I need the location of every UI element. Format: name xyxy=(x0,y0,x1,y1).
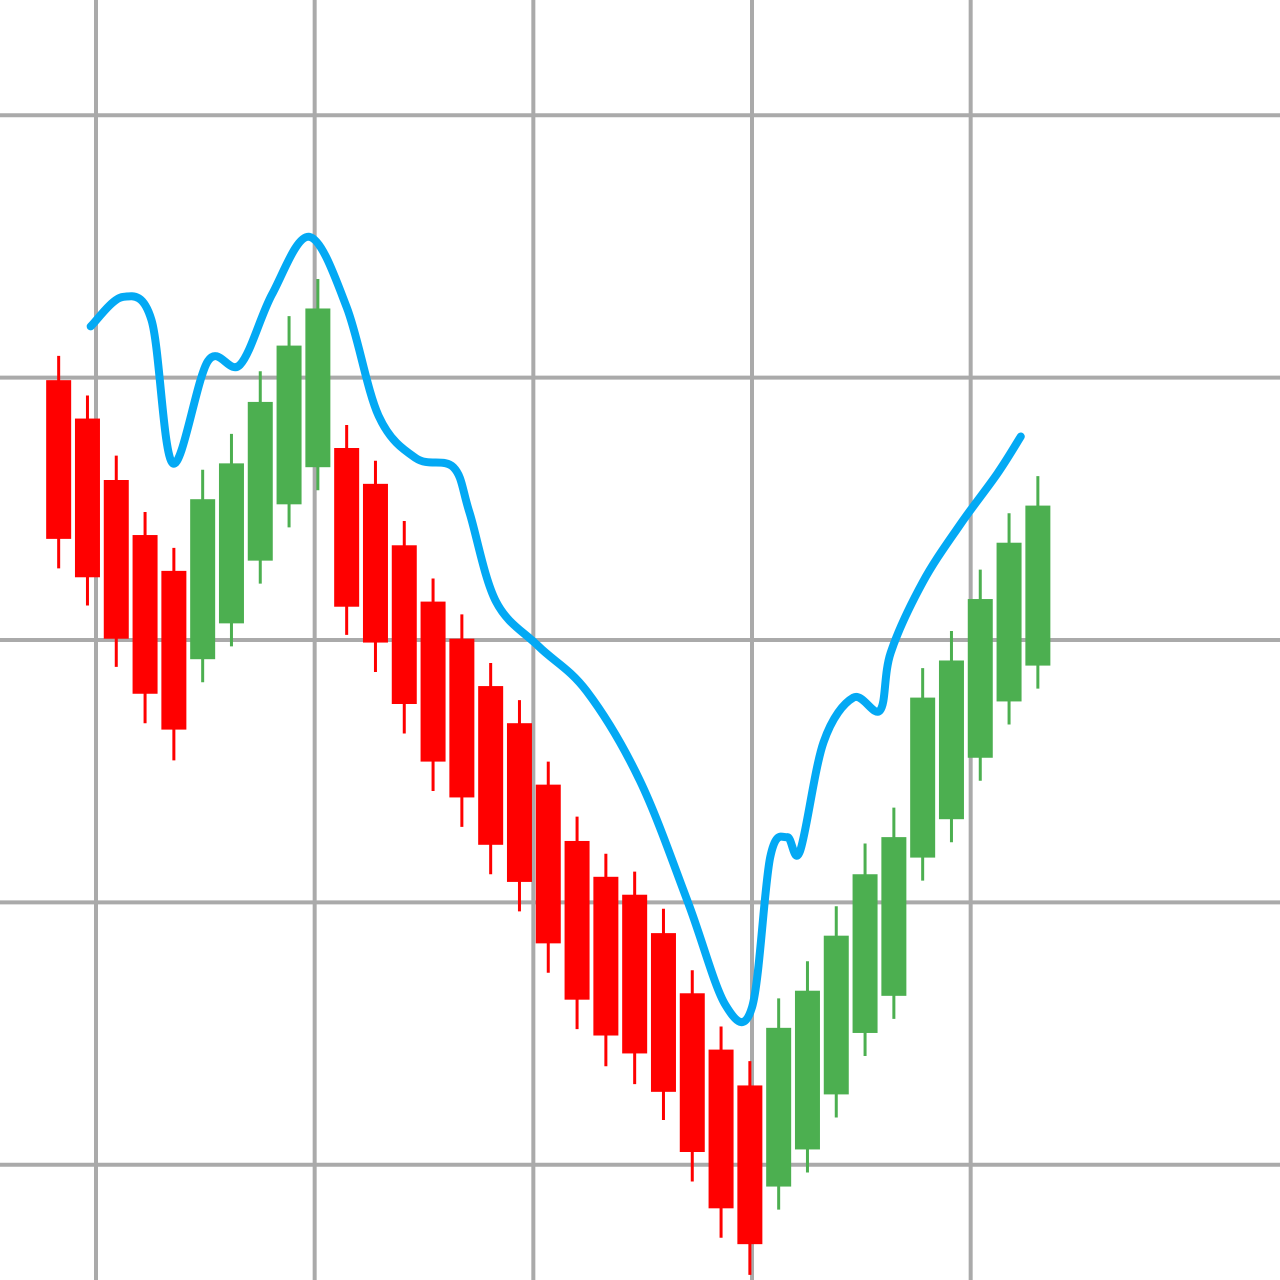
candle-up xyxy=(218,433,244,647)
candle-body xyxy=(794,990,820,1150)
candle-body xyxy=(161,570,187,730)
candle-body xyxy=(305,308,331,468)
candle-body xyxy=(996,542,1022,702)
candle-body xyxy=(334,448,360,607)
candle-body xyxy=(910,697,936,858)
candle-up xyxy=(276,316,302,528)
candle-body xyxy=(708,1049,734,1209)
candle-down xyxy=(420,578,446,792)
candle-up xyxy=(852,843,878,1056)
candle-body xyxy=(420,601,446,762)
candle-body xyxy=(564,840,590,1000)
candle-body xyxy=(218,463,244,624)
candle-body xyxy=(679,993,705,1152)
candle-down xyxy=(737,1061,763,1275)
candle-body xyxy=(132,535,158,694)
candle-up xyxy=(305,279,331,491)
candle-down xyxy=(506,700,532,912)
candle-body xyxy=(650,933,676,1092)
candle-down xyxy=(334,424,360,635)
candle-down xyxy=(564,816,590,1030)
candle-body xyxy=(506,723,532,882)
candle-body xyxy=(391,545,417,704)
candle-down xyxy=(478,663,504,875)
candle-up xyxy=(823,906,849,1118)
candle-down xyxy=(593,853,619,1067)
candle-body xyxy=(190,499,216,660)
candle-body xyxy=(881,837,907,996)
candle-up xyxy=(1025,476,1051,689)
candle-down xyxy=(622,871,648,1085)
candle-up xyxy=(910,668,936,881)
candle-down xyxy=(650,908,676,1120)
candle-body xyxy=(823,935,849,1095)
candle-body xyxy=(362,483,388,643)
candle-down xyxy=(391,520,417,734)
candle-body xyxy=(737,1085,763,1245)
candle-up xyxy=(996,513,1022,725)
overlay-line-layer xyxy=(86,232,1025,1026)
candle-up xyxy=(967,569,993,781)
candle-body xyxy=(852,874,878,1033)
candle-down xyxy=(679,970,705,1182)
candle-body xyxy=(478,686,504,845)
candle-down xyxy=(708,1026,734,1238)
candle-up xyxy=(881,807,907,1019)
candle-body xyxy=(938,660,964,820)
candle-down xyxy=(161,547,187,761)
candle-body xyxy=(46,380,72,539)
candle-body xyxy=(276,345,302,505)
candle-body xyxy=(535,784,561,944)
candle-body xyxy=(74,418,100,578)
candle-body xyxy=(766,1027,792,1187)
candle-body xyxy=(247,401,273,561)
overlay-line xyxy=(86,232,1025,1026)
candle-down xyxy=(362,460,388,672)
candle-down xyxy=(132,512,158,724)
candle-down xyxy=(103,455,129,667)
candles xyxy=(46,279,1051,1275)
candle-down xyxy=(74,395,100,606)
candle-body xyxy=(449,638,475,798)
candle-down xyxy=(46,355,72,569)
candle-body xyxy=(1025,505,1051,666)
candle-up xyxy=(794,961,820,1173)
candle-up xyxy=(938,631,964,843)
candle-body xyxy=(622,894,648,1054)
candle-up xyxy=(766,998,792,1210)
candle-body xyxy=(103,480,129,639)
candle-down xyxy=(449,614,475,827)
candle-down xyxy=(535,761,561,973)
candle-body xyxy=(593,876,619,1036)
candle-up xyxy=(190,469,216,683)
candle-up xyxy=(247,371,273,584)
candle-body xyxy=(967,599,993,758)
